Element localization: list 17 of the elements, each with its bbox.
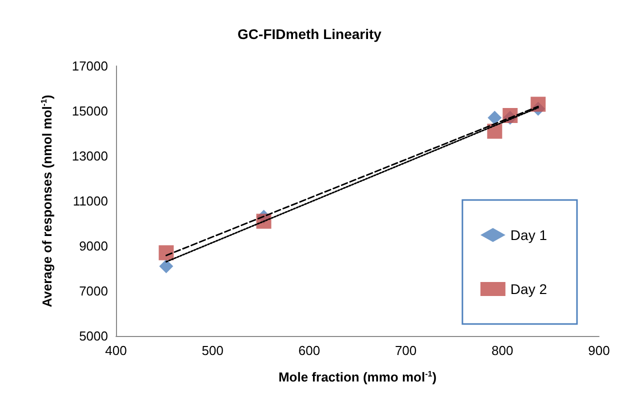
y-tick-label: 7000 (79, 284, 108, 298)
y-tick-label: 9000 (79, 238, 108, 254)
legend-label: Day 2 (510, 281, 548, 297)
x-tick-label: 600 (298, 343, 320, 358)
x-tick-label: 900 (588, 343, 610, 358)
x-tick-label: 800 (492, 343, 514, 358)
y-tick-label: 15000 (72, 104, 108, 118)
x-tick-label: 500 (202, 343, 224, 358)
y-tick-label: 17000 (72, 58, 108, 74)
y-tick-label: 13000 (72, 148, 108, 164)
y-tick-label: 11000 (72, 194, 108, 208)
x-tick-label: 700 (394, 343, 417, 358)
legend-label: Day 1 (510, 227, 548, 243)
chart-title: GC-FIDmeth Linearity (238, 26, 382, 42)
x-tick-label: 400 (105, 343, 127, 358)
y-tick-label: 5000 (79, 328, 108, 344)
y-axis-title: Average of responses (nmol mol-1) (40, 94, 54, 308)
